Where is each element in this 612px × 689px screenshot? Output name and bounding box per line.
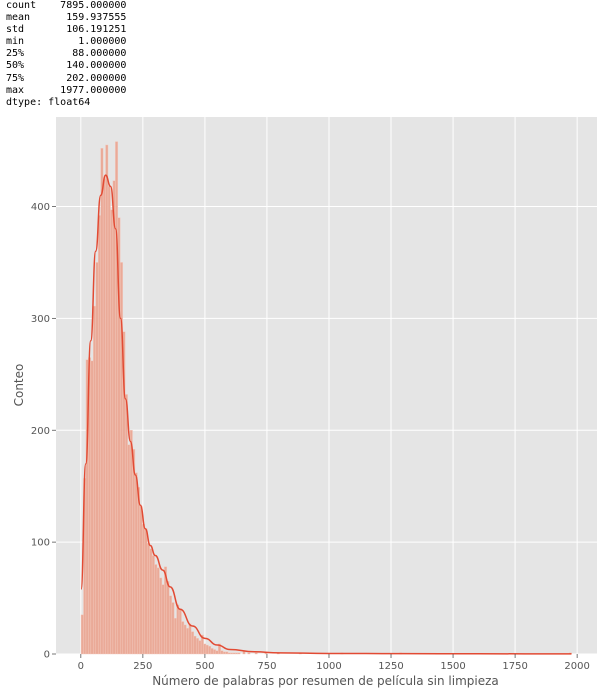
- x-tick-label: 1000: [316, 661, 341, 672]
- histogram-bar: [213, 649, 216, 655]
- x-axis-label: Número de palabras por resumen de pelícu…: [152, 674, 499, 688]
- histogram-bar: [230, 652, 234, 655]
- histogram-bar: [159, 577, 163, 655]
- x-tick-label: 1500: [440, 661, 465, 672]
- histogram-bar: [95, 262, 99, 655]
- histogram-bar: [218, 643, 221, 655]
- describe-line: 25% 88.000000: [6, 48, 127, 60]
- x-axis-ticks: 0 250 500 750 1000 1250 1500 1750 2000: [78, 654, 590, 672]
- describe-line: max 1977.000000: [6, 84, 127, 96]
- histogram-bar: [156, 567, 160, 655]
- histogram-bar: [98, 215, 101, 655]
- y-axis-label: Conteo: [12, 364, 26, 407]
- histogram-bar: [102, 178, 106, 655]
- histogram-bar: [176, 604, 180, 655]
- histogram-bar: [110, 209, 114, 655]
- histogram-bar: [161, 584, 165, 655]
- histogram-bar: [171, 602, 175, 655]
- histogram-bar: [254, 652, 258, 655]
- y-tick-label: 100: [31, 538, 50, 549]
- x-tick-label: 500: [195, 661, 214, 672]
- histogram-bar: [166, 581, 170, 655]
- histogram-bar: [142, 524, 145, 655]
- y-tick-label: 300: [31, 314, 50, 325]
- histogram-bar: [227, 652, 231, 655]
- histogram-bar: [232, 652, 236, 655]
- describe-line: count 7895.000000: [6, 0, 127, 11]
- y-tick-label: 0: [44, 650, 50, 661]
- histogram-bar: [154, 564, 158, 655]
- histogram-bar: [134, 472, 138, 655]
- histogram-bar: [203, 643, 207, 655]
- histogram-bar: [80, 614, 84, 655]
- histogram-bar: [169, 595, 172, 655]
- x-tick-label: 1250: [378, 661, 403, 672]
- x-tick-label: 250: [133, 661, 152, 672]
- y-tick-label: 200: [31, 426, 50, 437]
- histogram-bar: [220, 650, 224, 655]
- histogram-bar: [129, 430, 133, 655]
- histogram-bar: [178, 609, 182, 655]
- histogram-bar: [139, 506, 143, 655]
- describe-output: count 7895.000000 mean 159.937555 std 106.…: [6, 0, 126, 109]
- histogram-bar: [235, 652, 239, 655]
- x-tick-label: 1750: [502, 661, 527, 672]
- histogram-bar: [237, 652, 241, 655]
- describe-line: std 106.191251: [6, 24, 127, 36]
- histogram-bar: [151, 555, 155, 655]
- kde-curve: [80, 174, 572, 655]
- x-tick-label: 750: [257, 661, 276, 672]
- histogram-bar: [208, 645, 212, 655]
- histogram-bar: [90, 360, 94, 655]
- histogram-bar: [205, 644, 209, 655]
- histogram-bar: [115, 141, 119, 655]
- histogram-bar: [188, 623, 192, 655]
- histogram-bar: [137, 487, 141, 655]
- describe-line: mean 159.937555: [6, 12, 127, 24]
- histogram-bar: [222, 651, 226, 655]
- histogram-bar: [247, 652, 251, 655]
- histogram-bar: [107, 186, 111, 655]
- x-tick-label: 0: [78, 661, 84, 672]
- y-axis-ticks: 0 100 200 300 400: [31, 202, 56, 661]
- histogram-bar: [181, 621, 185, 655]
- histogram-bar: [105, 144, 109, 655]
- describe-line: 75% 202.000000: [6, 72, 127, 84]
- histogram-bar: [173, 618, 177, 655]
- histogram-bar: [132, 449, 136, 655]
- histogram-bar: [191, 631, 194, 655]
- y-tick-label: 400: [31, 202, 50, 213]
- histogram-bar: [225, 651, 229, 655]
- histogram-bar: [147, 543, 150, 655]
- histogram-bar: [127, 444, 131, 655]
- histogram-bar: [195, 638, 199, 655]
- describe-line: dtype: float64: [6, 96, 91, 108]
- histogram-bar: [215, 650, 219, 655]
- histogram-bar: [183, 624, 187, 655]
- histogram-bar: [144, 528, 148, 655]
- x-tick-label: 2000: [564, 661, 589, 672]
- histogram-bar: [149, 548, 153, 655]
- histogram-bar: [198, 640, 202, 655]
- histogram-bars: [80, 141, 572, 655]
- grid-lines: [56, 117, 597, 655]
- histogram-bar: [112, 180, 116, 655]
- histogram-bar: [124, 394, 128, 655]
- histogram-bar: [193, 635, 197, 655]
- histogram-bar: [100, 148, 104, 655]
- describe-line: 50% 140.000000: [6, 60, 127, 72]
- histogram-bar: [210, 648, 214, 655]
- histogram-bar: [186, 628, 190, 655]
- describe-line: min 1.000000: [6, 36, 127, 48]
- histogram-bar: [93, 305, 96, 655]
